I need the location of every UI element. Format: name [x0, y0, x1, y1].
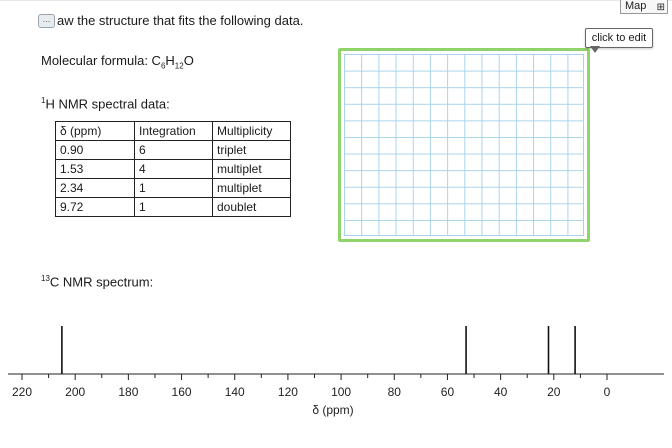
formula-h-subscript: 12 [174, 61, 184, 71]
drawing-canvas[interactable] [338, 48, 590, 242]
formula-c-subscript: 6 [160, 61, 166, 71]
tick-label: 180 [118, 385, 138, 399]
cell-multiplicity: multiplet [212, 159, 291, 179]
hnmr-superscript: 1 [41, 96, 46, 105]
tick-label: 100 [331, 385, 351, 399]
cell-integration: 4 [134, 159, 213, 179]
map-button[interactable]: Map ⊞ [620, 0, 668, 14]
hnmr-table: δ (ppm) Integration Multiplicity 0.90 6 … [55, 121, 291, 217]
cell-shift: 9.72 [55, 197, 135, 217]
cell-shift: 2.34 [55, 178, 135, 198]
formula-label: Molecular formula: C [41, 53, 161, 68]
x-axis-label: δ (ppm) [312, 403, 353, 417]
tick-label: 160 [172, 385, 192, 399]
cnmr-heading: 13C NMR spectrum: [41, 274, 153, 289]
canvas-grid [344, 54, 584, 236]
cell-integration: 1 [134, 178, 213, 198]
click-to-edit-button[interactable]: click to edit [585, 28, 653, 48]
header-shift: δ (ppm) [55, 121, 135, 141]
tick-label: 120 [278, 385, 298, 399]
hnmr-label: H NMR spectral data: [45, 96, 170, 112]
cell-multiplicity: multiplet [212, 178, 291, 198]
tick-label: 20 [547, 385, 561, 399]
table-header-row: δ (ppm) Integration Multiplicity [55, 121, 291, 141]
network-icon: ⊞ [656, 2, 665, 13]
cell-integration: 1 [134, 197, 213, 217]
tick-label: 80 [388, 385, 402, 399]
hint-icon[interactable]: … [38, 14, 55, 28]
table-row: 2.34 1 multiplet [55, 178, 291, 198]
header-multiplicity: Multiplicity [212, 121, 291, 141]
table-row: 9.72 1 doublet [55, 197, 291, 217]
tick-label: 60 [441, 385, 455, 399]
cnmr-spectrum: 220 200 180 160 140 120 100 80 60 40 20 0 δ (ppm) [8, 326, 664, 417]
cell-integration: 6 [134, 140, 213, 160]
tick-label: 140 [225, 385, 245, 399]
cnmr-superscript: 13 [41, 274, 50, 283]
formula-o: O [183, 53, 194, 68]
hnmr-heading: 1H NMR spectral data: [41, 96, 170, 111]
table-row: 1.53 4 multiplet [55, 159, 291, 179]
tick-label: 200 [65, 385, 85, 399]
question-prompt: aw the structure that fits the following… [57, 13, 304, 28]
tick-label: 40 [494, 385, 508, 399]
cell-multiplicity: doublet [212, 197, 291, 217]
formula-h: H [165, 53, 175, 68]
callout-tail [590, 46, 600, 53]
cnmr-label: C NMR spectrum: [49, 274, 154, 290]
cell-multiplicity: triplet [212, 140, 291, 160]
cell-shift: 1.53 [55, 159, 135, 179]
header-integration: Integration [134, 121, 213, 141]
molecular-formula: Molecular formula: C6H12O [41, 53, 194, 71]
cell-shift: 0.90 [55, 140, 135, 160]
top-border [0, 0, 672, 1]
tick-label: 0 [604, 385, 611, 399]
table-row: 0.90 6 triplet [55, 140, 291, 160]
map-label: Map [625, 0, 647, 12]
tick-label: 220 [12, 385, 32, 399]
